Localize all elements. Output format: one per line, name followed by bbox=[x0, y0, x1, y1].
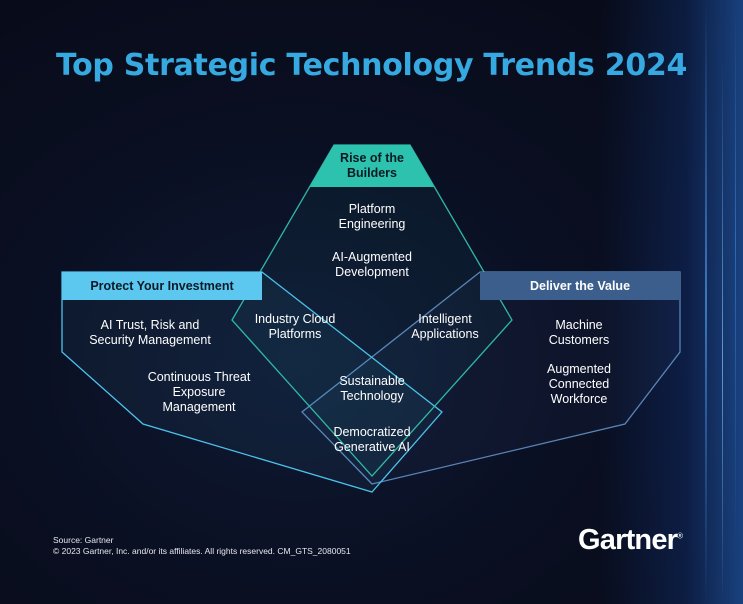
light-streak bbox=[705, 0, 707, 604]
trend-platform-engineering: Platform Engineering bbox=[338, 202, 406, 231]
trend-machine-customers: Machine Customers bbox=[548, 318, 610, 347]
logo-text: Gartner bbox=[578, 524, 678, 556]
light-streak bbox=[722, 0, 723, 604]
trend-intelligent-applications: Intelligent Applications bbox=[411, 312, 479, 341]
trend-democratized-generative-ai: Democratized Generative AI bbox=[333, 425, 411, 454]
page-title: Top Strategic Technology Trends 2024 bbox=[55, 48, 688, 83]
background-glow bbox=[600, 0, 743, 604]
protect-header-bg bbox=[62, 272, 262, 300]
trend-ai-augmented-development: AI-Augmented Development bbox=[332, 250, 412, 279]
trend-industry-cloud-platforms: Industry Cloud Platforms bbox=[254, 312, 336, 341]
light-streak bbox=[735, 0, 736, 604]
protect-header: Protect Your Investment bbox=[90, 279, 234, 293]
trend-sustainable-technology: Sustainable Technology bbox=[339, 374, 405, 403]
gartner-logo: Gartner® bbox=[578, 524, 683, 557]
registered-mark: ® bbox=[677, 531, 684, 541]
builders-header: Rise of the Builders bbox=[340, 151, 404, 180]
deliver-header-bg bbox=[480, 272, 680, 300]
trend-augmented-connected-workforce: Augmented Connected Workforce bbox=[547, 362, 611, 406]
trend-ai-trism: AI Trust, Risk and Security Management bbox=[89, 318, 211, 347]
trend-ctem: Continuous Threat Exposure Management bbox=[147, 370, 251, 414]
copyright-line: © 2023 Gartner, Inc. and/or its affiliat… bbox=[53, 546, 351, 556]
source-line: Source: Gartner bbox=[53, 535, 114, 545]
source-note: Source: Gartner © 2023 Gartner, Inc. and… bbox=[53, 535, 351, 557]
deliver-header: Deliver the Value bbox=[529, 279, 631, 293]
builders-header-bg bbox=[310, 145, 434, 187]
